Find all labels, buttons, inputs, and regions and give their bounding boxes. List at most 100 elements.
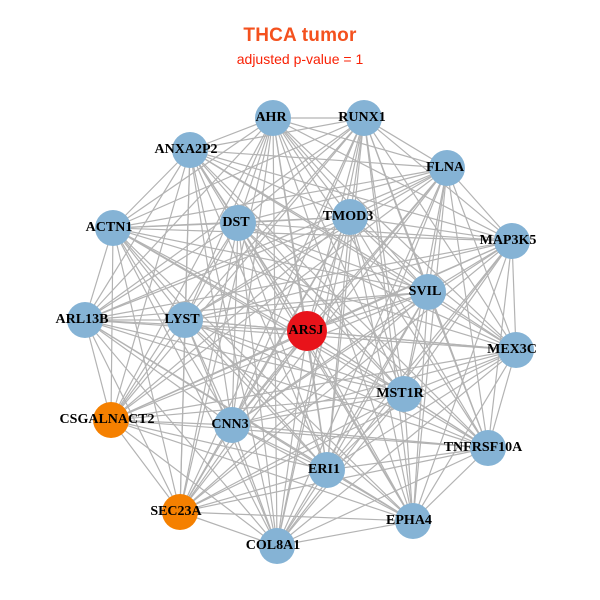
network-edge: [84, 319, 278, 547]
network-edge: [179, 216, 351, 513]
network-edge: [189, 149, 233, 426]
network-edge: [110, 149, 191, 421]
network-node[interactable]: [346, 100, 382, 136]
network-edge: [237, 167, 448, 224]
network-edge: [237, 222, 429, 293]
network-edge: [276, 167, 448, 547]
network-node[interactable]: [67, 302, 103, 338]
network-edge: [412, 291, 429, 522]
network-edge: [276, 291, 429, 547]
network-edge: [403, 349, 517, 395]
network-edge: [326, 167, 448, 471]
network-edge: [84, 240, 513, 321]
network-edge: [349, 216, 513, 242]
network-edge: [110, 393, 405, 421]
network-edge: [189, 149, 278, 547]
network-node[interactable]: [255, 100, 291, 136]
network-node-label: ACTN1: [86, 220, 133, 235]
network-node[interactable]: [429, 150, 465, 186]
network-node[interactable]: [332, 199, 368, 235]
network-node[interactable]: [220, 205, 256, 241]
network-edge: [110, 227, 114, 421]
network-node-label: LYST: [164, 312, 200, 327]
network-node-label: RUNX1: [338, 110, 385, 125]
network-edge: [276, 447, 489, 547]
network-node-label: ANXA2P2: [155, 142, 218, 157]
network-node-label: TMOD3: [323, 209, 374, 224]
network-edge: [326, 291, 429, 471]
network-edge: [326, 349, 517, 471]
network-edge: [403, 393, 414, 522]
network-edge: [112, 227, 429, 293]
network-edge: [189, 149, 448, 169]
node-layer: [67, 100, 534, 564]
network-edge: [272, 117, 351, 218]
network-edge: [231, 424, 489, 449]
network-edge: [84, 117, 274, 321]
network-node-label: AHR: [255, 110, 287, 125]
network-node[interactable]: [259, 528, 295, 564]
network-node[interactable]: [386, 376, 422, 412]
network-node[interactable]: [309, 452, 345, 488]
network-edge: [84, 319, 233, 426]
network-edge: [184, 291, 429, 321]
network-edge: [237, 222, 308, 332]
network-edge: [110, 419, 233, 426]
network-node-label: SVIL: [409, 284, 442, 299]
network-node-label: EPHA4: [386, 513, 432, 528]
network-node[interactable]: [162, 494, 198, 530]
network-edge: [446, 167, 489, 449]
network-edge: [326, 393, 405, 471]
network-edge: [237, 222, 517, 351]
network-node[interactable]: [470, 430, 506, 466]
node-label-layer: AHR RUNX1 ANXA2P2 FLNA TMOD3 DST ACTN1 MAP3K5 SV…: [56, 110, 537, 553]
network-edge: [84, 291, 429, 321]
network-edge: [184, 222, 239, 321]
network-edge: [110, 117, 274, 421]
network-edge: [184, 319, 405, 395]
network-edge: [112, 227, 328, 471]
network-edge: [276, 330, 308, 547]
network-node[interactable]: [287, 311, 327, 351]
network-edge: [272, 117, 517, 351]
network-node[interactable]: [95, 210, 131, 246]
network-edge: [412, 349, 517, 522]
network-edge: [84, 167, 448, 321]
network-edge: [231, 393, 405, 426]
network-node[interactable]: [395, 503, 431, 539]
network-edge: [112, 227, 181, 513]
network-node-label: DST: [222, 215, 250, 230]
network-edge: [110, 419, 489, 449]
network-node[interactable]: [172, 132, 208, 168]
network-edge: [363, 117, 517, 351]
network-edge: [110, 349, 517, 421]
network-edge: [306, 291, 429, 332]
page-title: THCA tumor: [243, 25, 357, 46]
network-node-label: ARSJ: [288, 323, 323, 338]
network-edge: [112, 227, 414, 522]
network-node-label: TNFRSF10A: [444, 440, 523, 455]
network-node[interactable]: [93, 402, 129, 438]
network-edge: [237, 222, 405, 395]
network-node[interactable]: [494, 223, 530, 259]
network-edge: [179, 349, 517, 513]
network-edge: [326, 117, 365, 471]
network-edge: [306, 330, 517, 351]
network-edge: [272, 117, 489, 449]
network-node[interactable]: [410, 274, 446, 310]
network-node[interactable]: [498, 332, 534, 368]
network-edge: [306, 330, 414, 522]
network-node[interactable]: [214, 407, 250, 443]
network-edge: [326, 216, 351, 471]
network-edge: [276, 349, 517, 547]
network-node-label: SEC23A: [150, 504, 202, 519]
network-node[interactable]: [167, 302, 203, 338]
network-edge: [231, 330, 308, 426]
network-edge: [179, 511, 414, 522]
network-edge: [349, 167, 448, 218]
network-edge: [179, 469, 328, 513]
network-node-label: MEX3C: [487, 342, 537, 357]
network-edge: [427, 291, 489, 449]
network-edge: [306, 330, 328, 471]
